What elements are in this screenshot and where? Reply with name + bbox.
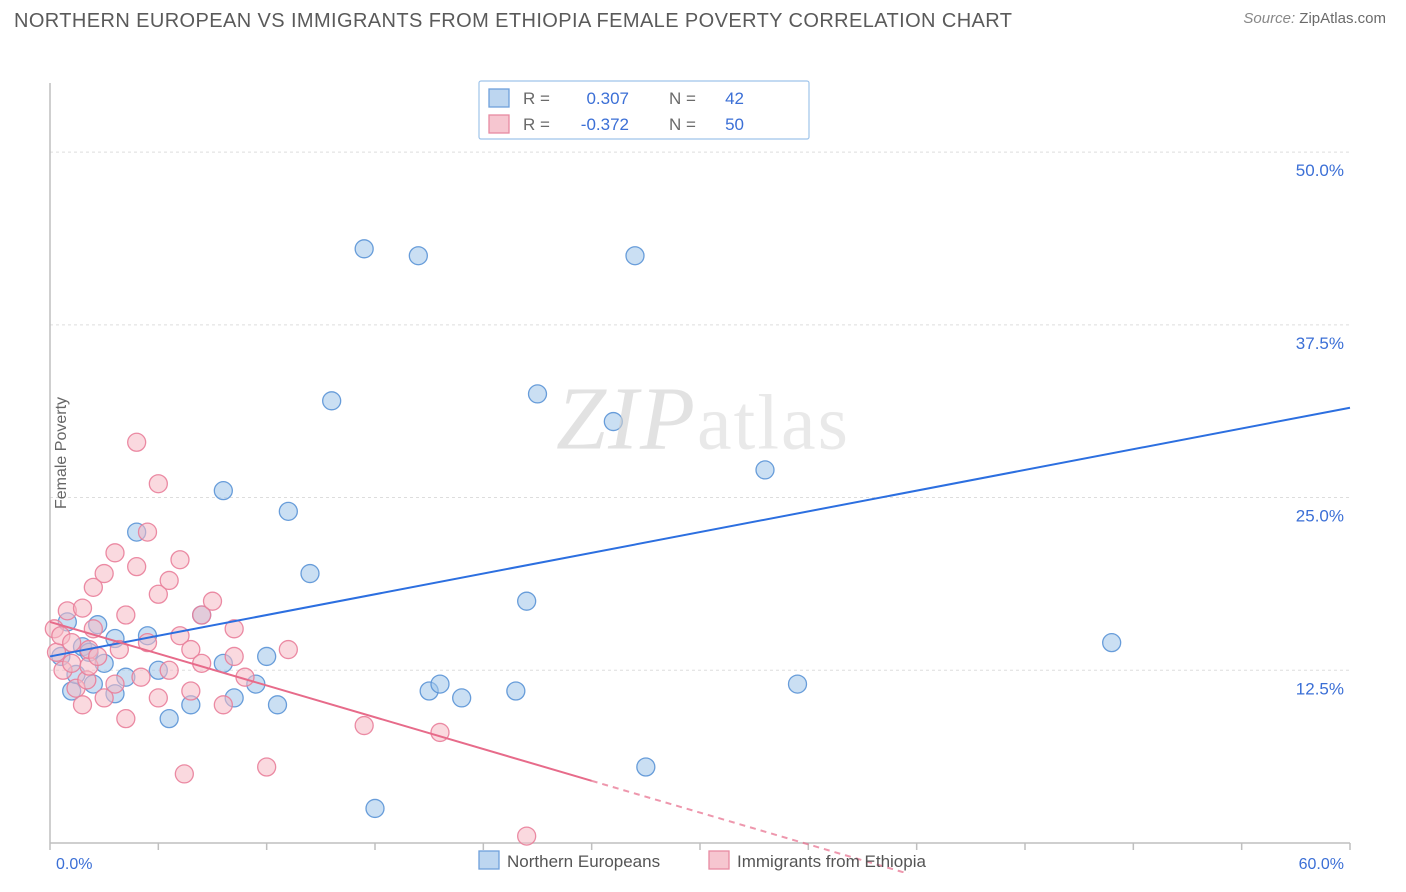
scatter-point-ethiopia: [214, 696, 232, 714]
scatter-point-ethiopia: [171, 551, 189, 569]
scatter-point-northern: [756, 461, 774, 479]
legend-r-value: 0.307: [586, 89, 629, 108]
y-axis-label: Female Poverty: [53, 397, 71, 509]
legend-r-value: -0.372: [581, 115, 629, 134]
scatter-point-ethiopia: [63, 654, 81, 672]
scatter-point-ethiopia: [160, 571, 178, 589]
scatter-point-northern: [789, 675, 807, 693]
legend-n-value: 50: [725, 115, 744, 134]
bottom-legend-label: Immigrants from Ethiopia: [737, 852, 926, 871]
scatter-point-ethiopia: [518, 827, 536, 845]
scatter-point-northern: [604, 413, 622, 431]
y-tick-label: 50.0%: [1296, 161, 1344, 180]
y-tick-label: 25.0%: [1296, 507, 1344, 526]
scatter-point-northern: [637, 758, 655, 776]
source-credit: Source: ZipAtlas.com: [1243, 10, 1386, 27]
scatter-point-ethiopia: [355, 717, 373, 735]
scatter-point-northern: [323, 392, 341, 410]
scatter-point-ethiopia: [225, 647, 243, 665]
scatter-point-ethiopia: [139, 523, 157, 541]
scatter-point-northern: [258, 647, 276, 665]
scatter-point-ethiopia: [182, 682, 200, 700]
legend-n-value: 42: [725, 89, 744, 108]
scatter-point-northern: [160, 710, 178, 728]
source-label: Source:: [1243, 10, 1295, 27]
scatter-point-ethiopia: [74, 696, 92, 714]
x-max-label: 60.0%: [1299, 856, 1344, 873]
legend-r-label: R =: [523, 89, 550, 108]
scatter-point-ethiopia: [95, 565, 113, 583]
scatter-point-ethiopia: [175, 765, 193, 783]
chart-title: NORTHERN EUROPEAN VS IMMIGRANTS FROM ETH…: [14, 10, 1012, 33]
scatter-point-ethiopia: [128, 558, 146, 576]
scatter-point-northern: [1103, 634, 1121, 652]
scatter-point-northern: [518, 592, 536, 610]
bottom-legend-swatch: [709, 851, 729, 869]
scatter-point-northern: [366, 799, 384, 817]
legend-n-label: N =: [669, 89, 696, 108]
scatter-point-northern: [279, 502, 297, 520]
scatter-point-ethiopia: [160, 661, 178, 679]
y-tick-label: 37.5%: [1296, 334, 1344, 353]
scatter-point-ethiopia: [63, 634, 81, 652]
scatter-chart: 12.5% 25.0% 37.5% 50.0% 0.0% 60.0% R = 0.307 N =…: [0, 33, 1406, 873]
legend-swatch: [489, 89, 509, 107]
scatter-point-ethiopia: [106, 544, 124, 562]
scatter-point-ethiopia: [74, 599, 92, 617]
scatter-point-ethiopia: [149, 475, 167, 493]
trendline-ethiopia: [50, 622, 592, 781]
scatter-point-northern: [269, 696, 287, 714]
scatter-point-northern: [409, 247, 427, 265]
scatter-point-ethiopia: [149, 689, 167, 707]
chart-area: Female Poverty ZIPatlas 12.5%25.0%37.5%5…: [0, 33, 1406, 873]
scatter-point-northern: [214, 482, 232, 500]
scatter-point-northern: [453, 689, 471, 707]
legend-n-label: N =: [669, 115, 696, 134]
scatter-point-ethiopia: [106, 675, 124, 693]
scatter-point-northern: [529, 385, 547, 403]
scatter-point-ethiopia: [204, 592, 222, 610]
scatter-point-ethiopia: [193, 654, 211, 672]
scatter-point-ethiopia: [132, 668, 150, 686]
x-min-label: 0.0%: [56, 856, 92, 873]
scatter-point-northern: [355, 240, 373, 258]
scatter-point-ethiopia: [117, 710, 135, 728]
scatter-point-northern: [626, 247, 644, 265]
scatter-point-ethiopia: [279, 641, 297, 659]
bottom-legend-label: Northern Europeans: [507, 852, 660, 871]
y-tick-label: 12.5%: [1296, 679, 1344, 698]
scatter-point-ethiopia: [89, 647, 107, 665]
scatter-point-northern: [507, 682, 525, 700]
scatter-point-ethiopia: [128, 433, 146, 451]
bottom-legend-swatch: [479, 851, 499, 869]
scatter-point-ethiopia: [117, 606, 135, 624]
scatter-point-northern: [301, 565, 319, 583]
scatter-point-ethiopia: [258, 758, 276, 776]
legend-r-label: R =: [523, 115, 550, 134]
scatter-point-northern: [431, 675, 449, 693]
legend-swatch: [489, 115, 509, 133]
trendline-northern: [50, 408, 1350, 657]
source-name: ZipAtlas.com: [1299, 10, 1386, 27]
header-bar: NORTHERN EUROPEAN VS IMMIGRANTS FROM ETH…: [0, 0, 1406, 33]
